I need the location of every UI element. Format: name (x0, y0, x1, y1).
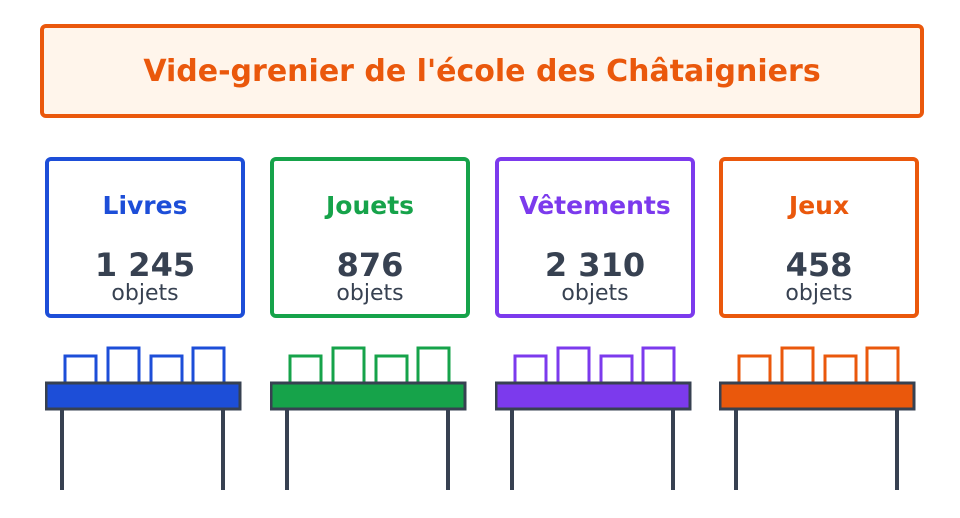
stall-item (823, 354, 858, 385)
stall-item (63, 354, 98, 385)
stall-tabletop (719, 381, 916, 411)
stall-item (374, 354, 409, 385)
category-name: Livres (102, 191, 188, 220)
category-name: Vêtements (519, 191, 671, 220)
market-stall-drawing (270, 346, 467, 490)
stall-item (149, 354, 184, 385)
category-card-jouets: Jouets 876 objets (270, 157, 470, 318)
category-count: 458 (785, 246, 853, 284)
stall-item (416, 346, 451, 385)
category-name: Jouets (325, 191, 415, 220)
category-name: Jeux (788, 191, 850, 220)
category-card-livres: Livres 1 245 objets (45, 157, 245, 318)
stall-item (513, 354, 548, 385)
market-stall-drawing (495, 346, 692, 490)
market-stall-icon (719, 340, 919, 490)
stall-tabletop (45, 381, 242, 411)
category-card-vetements: Vêtements 2 310 objets (495, 157, 695, 318)
title-banner: Vide-grenier de l'école des Châtaigniers (40, 24, 924, 118)
category-unit: objets (561, 281, 629, 306)
stall-item (641, 346, 676, 385)
market-stall-drawing (719, 346, 916, 490)
category-count: 2 310 (544, 246, 646, 284)
category-count: 1 245 (94, 246, 196, 284)
market-stall-icon (495, 340, 695, 490)
category-count: 876 (336, 246, 404, 284)
stall-item (780, 346, 815, 385)
stall-item (599, 354, 634, 385)
stall-item (865, 346, 900, 385)
stall-item (106, 346, 141, 385)
stall-item (737, 354, 772, 385)
stall-tabletop (495, 381, 692, 411)
stall-tabletop (270, 381, 467, 411)
category-unit: objets (785, 281, 853, 306)
stall-item (191, 346, 226, 385)
market-stall-icon (270, 340, 470, 490)
stall-item (288, 354, 323, 385)
market-stall-icon (45, 340, 245, 490)
page-title: Vide-grenier de l'école des Châtaigniers (143, 53, 821, 89)
stall-item (556, 346, 591, 385)
category-unit: objets (111, 281, 179, 306)
category-unit: objets (336, 281, 404, 306)
category-card-jeux: Jeux 458 objets (719, 157, 919, 318)
stall-item (331, 346, 366, 385)
market-stall-drawing (45, 346, 242, 490)
